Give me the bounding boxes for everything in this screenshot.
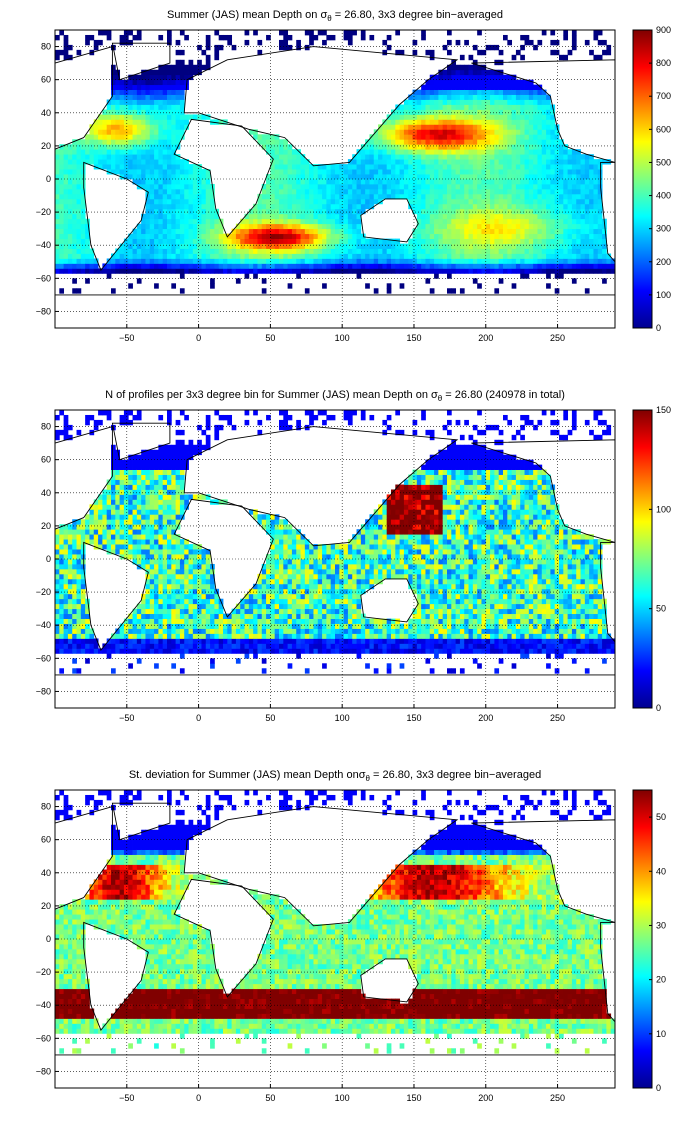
data-cells: [55, 790, 616, 1054]
colorbar-tick-label: 100: [656, 290, 671, 300]
coastline: [360, 958, 419, 1003]
x-tick-label: 200: [478, 1093, 493, 1103]
colorbar-tick-label: 900: [656, 25, 671, 35]
colorbar-tick-label: 0: [656, 703, 661, 713]
y-tick-label: 40: [41, 108, 51, 118]
panel-title: Summer (JAS) mean Depth on σθ = 26.80, 3…: [167, 9, 503, 23]
y-tick-label: 20: [41, 901, 51, 911]
grid: [55, 790, 615, 1088]
data-cells: [55, 30, 616, 294]
y-tick-label: −20: [36, 207, 51, 217]
x-tick-label: −50: [119, 713, 134, 723]
x-tick-label: 0: [196, 333, 201, 343]
y-tick-label: −40: [36, 240, 51, 250]
colorbar-tick-label: 500: [656, 157, 671, 167]
y-tick-label: 60: [41, 75, 51, 85]
colorbar-tick-label: 0: [656, 1083, 661, 1093]
y-tick-label: 0: [46, 934, 51, 944]
panel-title: St. deviation for Summer (JAS) mean Dept…: [129, 769, 541, 783]
colorbar-tick-label: 50: [656, 812, 666, 822]
panel-title: N of profiles per 3x3 degree bin for Sum…: [105, 389, 565, 403]
colorbar-tick-label: 30: [656, 920, 666, 930]
y-tick-label: −20: [36, 967, 51, 977]
y-tick-label: 80: [41, 802, 51, 812]
y-tick-label: 0: [46, 174, 51, 184]
coastline: [360, 578, 419, 623]
y-tick-label: −60: [36, 653, 51, 663]
colorbar-tick-label: 20: [656, 975, 666, 985]
coastline: [600, 161, 616, 264]
coastline: [183, 46, 459, 167]
colorbar-tick-label: 200: [656, 257, 671, 267]
colorbar-tick-label: 300: [656, 224, 671, 234]
colorbar-tick-label: 50: [656, 604, 666, 614]
x-tick-label: 250: [550, 713, 565, 723]
grid: [55, 30, 615, 328]
x-tick-label: 50: [265, 1093, 275, 1103]
y-tick-label: 40: [41, 488, 51, 498]
y-tick-label: 0: [46, 554, 51, 564]
x-tick-label: 250: [550, 1093, 565, 1103]
coastline: [111, 802, 171, 841]
colorbar-tick-label: 800: [656, 58, 671, 68]
x-tick-label: 50: [265, 713, 275, 723]
y-tick-label: −80: [36, 1066, 51, 1076]
x-tick-label: 200: [478, 713, 493, 723]
data-cells: [55, 410, 616, 674]
coastline: [600, 921, 616, 1024]
y-tick-label: −80: [36, 306, 51, 316]
x-tick-label: 50: [265, 333, 275, 343]
colorbar-tick-label: 600: [656, 124, 671, 134]
y-tick-label: −40: [36, 620, 51, 630]
coastline: [183, 806, 459, 927]
map-panel-3: St. deviation for Summer (JAS) mean Dept…: [36, 769, 666, 1103]
x-tick-label: −50: [119, 1093, 134, 1103]
y-tick-label: 60: [41, 455, 51, 465]
coastline: [173, 498, 274, 618]
coastline: [360, 198, 419, 243]
x-tick-label: 150: [406, 1093, 421, 1103]
colorbar-tick-label: 100: [656, 504, 671, 514]
colorbar: [632, 409, 653, 709]
grid: [55, 410, 615, 708]
map-panel-2: N of profiles per 3x3 degree bin for Sum…: [36, 389, 671, 723]
colorbar: [632, 789, 653, 1089]
x-tick-label: −50: [119, 333, 134, 343]
coastline: [111, 42, 171, 81]
y-tick-label: 20: [41, 521, 51, 531]
coastline: [600, 541, 616, 644]
y-tick-label: 80: [41, 422, 51, 432]
coastline: [173, 878, 274, 998]
y-tick-label: −80: [36, 686, 51, 696]
colorbar-tick-label: 400: [656, 191, 671, 201]
x-tick-label: 200: [478, 333, 493, 343]
x-tick-label: 150: [406, 713, 421, 723]
y-tick-label: 80: [41, 42, 51, 52]
x-tick-label: 100: [335, 333, 350, 343]
coastline: [183, 426, 459, 547]
y-tick-label: −40: [36, 1000, 51, 1010]
y-tick-label: 60: [41, 835, 51, 845]
map-panel-1: Summer (JAS) mean Depth on σθ = 26.80, 3…: [36, 9, 671, 343]
colorbar-tick-label: 700: [656, 91, 671, 101]
y-tick-label: −60: [36, 1033, 51, 1043]
y-tick-label: 20: [41, 141, 51, 151]
y-tick-label: −60: [36, 273, 51, 283]
colorbar-tick-label: 150: [656, 405, 671, 415]
colorbar: [632, 29, 653, 329]
x-tick-label: 250: [550, 333, 565, 343]
x-tick-label: 100: [335, 713, 350, 723]
x-tick-label: 0: [196, 713, 201, 723]
coastline: [111, 422, 171, 461]
colorbar-tick-label: 10: [656, 1029, 666, 1039]
x-tick-label: 150: [406, 333, 421, 343]
coastline: [173, 118, 274, 238]
colorbar-tick-label: 0: [656, 323, 661, 333]
y-tick-label: 40: [41, 868, 51, 878]
x-tick-label: 100: [335, 1093, 350, 1103]
colorbar-tick-label: 40: [656, 866, 666, 876]
x-tick-label: 0: [196, 1093, 201, 1103]
y-tick-label: −20: [36, 587, 51, 597]
